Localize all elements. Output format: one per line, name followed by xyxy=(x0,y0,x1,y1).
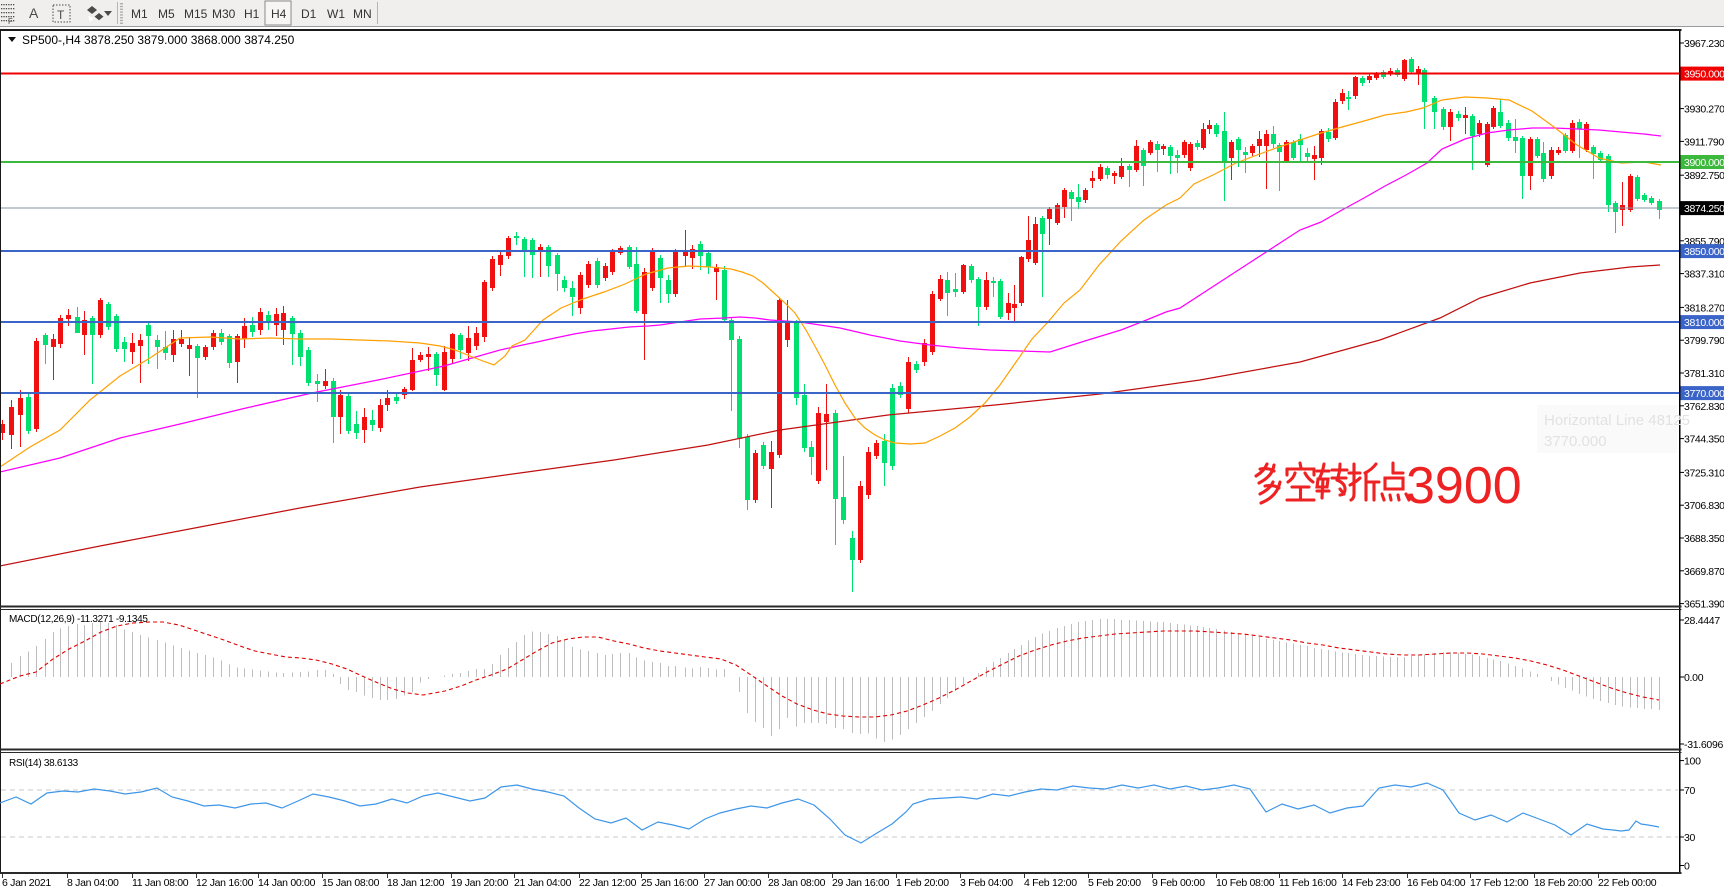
svg-text:3818.270: 3818.270 xyxy=(1684,302,1724,314)
svg-text:3762.830: 3762.830 xyxy=(1684,401,1724,413)
svg-text:28.4447: 28.4447 xyxy=(1684,615,1720,627)
svg-text:25 Jan 16:00: 25 Jan 16:00 xyxy=(641,877,699,889)
svg-text:3 Feb 04:00: 3 Feb 04:00 xyxy=(960,877,1013,889)
svg-text:M15: M15 xyxy=(184,7,208,21)
svg-text:3770.000: 3770.000 xyxy=(1544,433,1607,450)
svg-text:3850.000: 3850.000 xyxy=(1684,246,1724,258)
svg-text:12 Jan 16:00: 12 Jan 16:00 xyxy=(196,877,254,889)
svg-text:15 Jan 08:00: 15 Jan 08:00 xyxy=(322,877,380,889)
svg-text:M5: M5 xyxy=(158,7,175,21)
svg-text:3967.230: 3967.230 xyxy=(1684,38,1724,50)
svg-text:3669.870: 3669.870 xyxy=(1684,566,1724,578)
svg-text:Horizontal Line 48125: Horizontal Line 48125 xyxy=(1544,412,1690,429)
svg-text:70: 70 xyxy=(1684,785,1696,797)
svg-text:16 Feb 04:00: 16 Feb 04:00 xyxy=(1407,877,1466,889)
svg-text:T: T xyxy=(57,8,65,22)
svg-text:18 Feb 20:00: 18 Feb 20:00 xyxy=(1534,877,1593,889)
svg-text:M30: M30 xyxy=(212,7,236,21)
svg-text:3911.790: 3911.790 xyxy=(1684,136,1724,148)
svg-text:3799.790: 3799.790 xyxy=(1684,335,1724,347)
svg-text:3781.310: 3781.310 xyxy=(1684,368,1724,380)
svg-text:5 Feb 20:00: 5 Feb 20:00 xyxy=(1088,877,1141,889)
svg-text:27 Jan 00:00: 27 Jan 00:00 xyxy=(704,877,762,889)
svg-text:100: 100 xyxy=(1684,756,1701,768)
svg-text:3810.000: 3810.000 xyxy=(1684,317,1724,329)
svg-text:3744.350: 3744.350 xyxy=(1684,434,1724,446)
svg-text:D1: D1 xyxy=(301,7,317,21)
svg-text:11 Feb 16:00: 11 Feb 16:00 xyxy=(1279,877,1337,889)
svg-text:3725.310: 3725.310 xyxy=(1684,467,1724,479)
svg-text:30: 30 xyxy=(1684,832,1696,844)
svg-text:3950.000: 3950.000 xyxy=(1684,69,1724,81)
svg-text:3837.310: 3837.310 xyxy=(1684,269,1724,281)
svg-text:SP500-,H4 3878.250 3879.000 3: SP500-,H4 3878.250 3879.000 3868.000 387… xyxy=(22,33,295,47)
svg-text:29 Jan 16:00: 29 Jan 16:00 xyxy=(832,877,890,889)
svg-text:H4: H4 xyxy=(271,7,287,21)
svg-text:4 Feb 12:00: 4 Feb 12:00 xyxy=(1024,877,1077,889)
svg-text:3900: 3900 xyxy=(1406,457,1522,515)
svg-text:6 Jan 2021: 6 Jan 2021 xyxy=(2,877,51,889)
svg-text:1 Feb 20:00: 1 Feb 20:00 xyxy=(896,877,949,889)
svg-text:3770.000: 3770.000 xyxy=(1684,388,1724,400)
svg-text:A: A xyxy=(29,5,39,21)
svg-text:H1: H1 xyxy=(244,7,260,21)
svg-text:14 Feb 23:00: 14 Feb 23:00 xyxy=(1342,877,1401,889)
svg-text:RSI(14) 38.6133: RSI(14) 38.6133 xyxy=(9,758,79,769)
svg-text:F: F xyxy=(8,17,13,26)
svg-text:14 Jan 00:00: 14 Jan 00:00 xyxy=(258,877,316,889)
svg-text:-31.6096: -31.6096 xyxy=(1684,739,1724,751)
svg-text:0: 0 xyxy=(1684,861,1690,873)
svg-text:3874.250: 3874.250 xyxy=(1684,203,1724,215)
svg-text:M1: M1 xyxy=(131,7,148,21)
svg-text:22 Feb 00:00: 22 Feb 00:00 xyxy=(1598,877,1657,889)
svg-text:11 Jan 08:00: 11 Jan 08:00 xyxy=(132,877,189,889)
svg-text:18 Jan 12:00: 18 Jan 12:00 xyxy=(387,877,445,889)
svg-text:17 Feb 12:00: 17 Feb 12:00 xyxy=(1470,877,1529,889)
svg-text:19 Jan 20:00: 19 Jan 20:00 xyxy=(451,877,509,889)
svg-text:3688.350: 3688.350 xyxy=(1684,533,1724,545)
svg-text:21 Jan 04:00: 21 Jan 04:00 xyxy=(514,877,572,889)
svg-text:MACD(12,26,9) -11.3271 -9.1345: MACD(12,26,9) -11.3271 -9.1345 xyxy=(9,614,148,625)
svg-text:MN: MN xyxy=(353,7,372,21)
svg-text:3892.750: 3892.750 xyxy=(1684,170,1724,182)
svg-text:3706.830: 3706.830 xyxy=(1684,500,1724,512)
svg-text:W1: W1 xyxy=(327,7,345,21)
svg-text:10 Feb 08:00: 10 Feb 08:00 xyxy=(1216,877,1275,889)
svg-text:28 Jan 08:00: 28 Jan 08:00 xyxy=(768,877,826,889)
svg-text:3930.270: 3930.270 xyxy=(1684,104,1724,116)
svg-text:0.00: 0.00 xyxy=(1684,672,1704,684)
svg-text:8 Jan 04:00: 8 Jan 04:00 xyxy=(67,877,119,889)
svg-text:22 Jan 12:00: 22 Jan 12:00 xyxy=(579,877,637,889)
svg-text:3900.000: 3900.000 xyxy=(1684,157,1724,169)
svg-text:3651.390: 3651.390 xyxy=(1684,599,1724,611)
svg-text:9 Feb 00:00: 9 Feb 00:00 xyxy=(1152,877,1205,889)
